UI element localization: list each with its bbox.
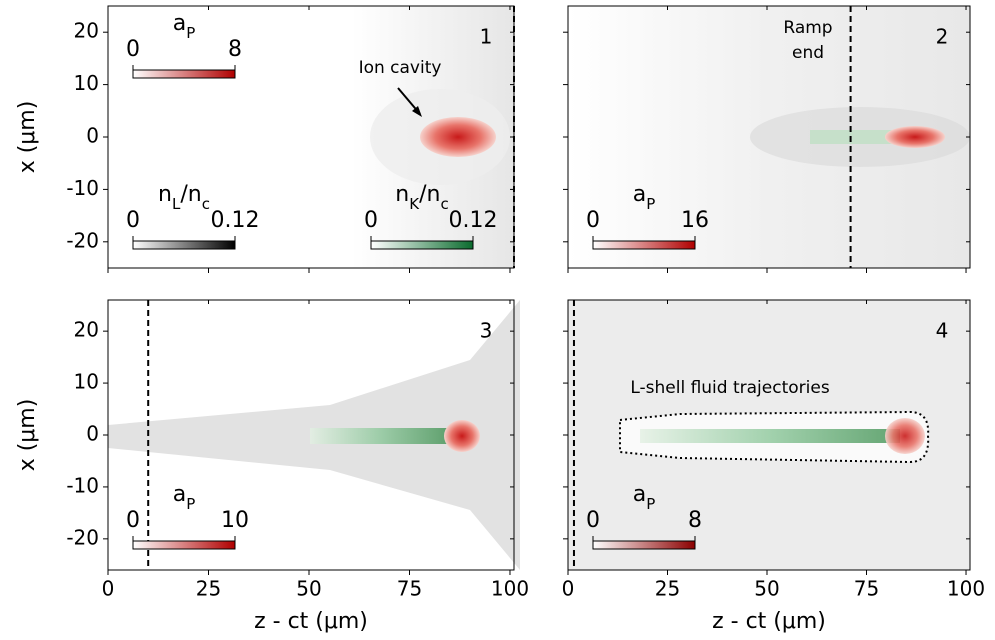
colorbar [132,69,236,79]
colorbar [592,540,696,550]
label-part: /n [419,182,440,207]
y-tick-label: 0 [86,124,99,148]
y-tick-label: 10 [74,71,99,95]
y-tick-label: 0 [86,422,99,446]
y-tick-label: -10 [66,176,99,200]
colorbar [132,540,236,550]
annotation: Ion cavity [359,58,442,78]
colorbar-label: aP [633,482,656,513]
decor [108,6,970,570]
y-tick-label: 20 [74,318,99,342]
y-tick-label: -20 [66,228,99,252]
colorbar-tick-label: 0 [364,208,378,233]
label-part: a [173,11,186,36]
label-part: K [409,195,420,213]
label-part: P [646,195,655,213]
panel-label: 3 [480,319,493,343]
x-tick-label: 25 [196,577,221,601]
colorbar [592,240,696,250]
x-tick-label: 75 [397,577,422,601]
annotation: L-shell fluid trajectories [630,378,829,398]
colorbar [370,240,474,250]
colorbar-tick-label: 0 [126,37,140,62]
colorbar-label: aP [173,11,196,42]
colorbar-tick-label: 16 [681,208,709,233]
colorbar-tick-label: 0.12 [211,208,260,233]
x-axis-label: z - ct (μm) [712,609,826,634]
x-tick-label: 25 [655,577,680,601]
label-part: /n [180,182,201,207]
colorbar-tick-label: 8 [228,37,242,62]
panel-label: 2 [936,25,949,49]
x-tick-label: 75 [854,577,879,601]
label-part: c [202,195,210,213]
label-part: a [173,482,186,507]
x-tick-label: 0 [562,577,575,601]
x-tick-label: 50 [754,577,779,601]
colorbar-label: aP [633,182,656,213]
colorbar-label: nL/nc [158,182,210,213]
x-axis-label: z - ct (μm) [254,609,368,634]
colorbar-label: nK/nc [395,182,448,213]
label-part: n [158,182,172,207]
colorbar-tick-label: 10 [221,508,249,533]
label-part: c [440,195,448,213]
y-axis-label: x (μm) [15,101,40,174]
y-axis-label: x (μm) [15,399,40,472]
x-tick-label: 100 [947,577,985,601]
annotation: end [792,43,824,63]
y-tick-label: 10 [74,370,99,394]
colorbar-tick-label: 0 [586,508,600,533]
x-tick-label: 100 [491,577,529,601]
label-part: P [646,495,655,513]
colorbar-tick-label: 0 [126,208,140,233]
label-part: L [172,195,181,213]
colorbar-tick-label: 8 [688,508,702,533]
y-tick-label: 20 [74,19,99,43]
colorbar-label: aP [173,482,196,513]
panel-label: 1 [480,25,493,49]
label-part: a [633,182,646,207]
colorbar [132,240,236,250]
panel-label: 4 [936,319,949,343]
colorbar-tick-label: 0.12 [449,208,498,233]
colorbar-tick-label: 0 [126,508,140,533]
label-part: a [633,482,646,507]
y-tick-label: -10 [66,473,99,497]
x-tick-label: 0 [102,577,115,601]
y-tick-label: -20 [66,525,99,549]
label-part: P [186,24,195,42]
annotation: Ramp [783,18,832,38]
colorbar-tick-label: 0 [586,208,600,233]
label-part: n [395,182,409,207]
label-part: P [186,495,195,513]
x-tick-label: 50 [296,577,321,601]
